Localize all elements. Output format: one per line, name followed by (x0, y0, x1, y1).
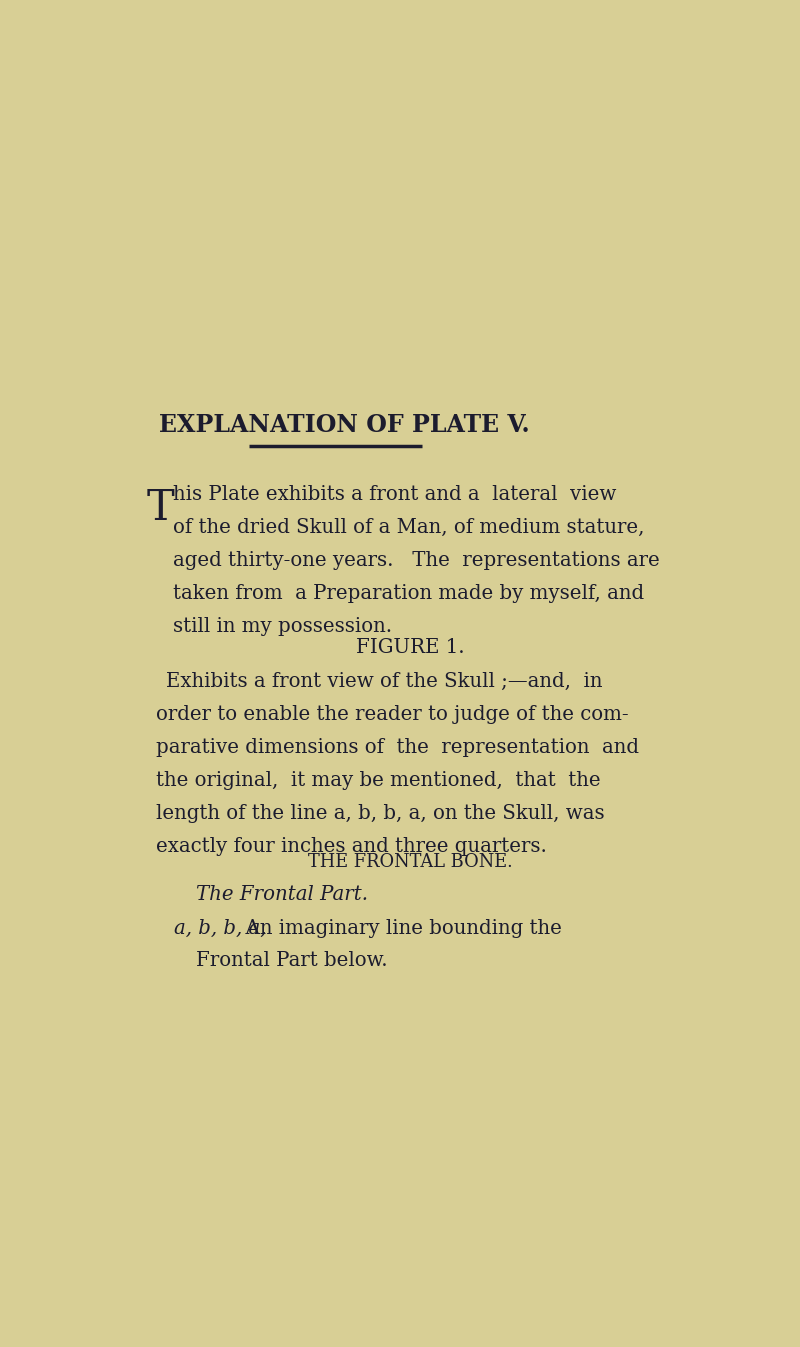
Text: still in my possession.: still in my possession. (173, 617, 392, 636)
Text: T: T (146, 488, 174, 529)
Text: the original,  it may be mentioned,  that  the: the original, it may be mentioned, that … (156, 770, 601, 789)
Text: THE FRONTAL BONE.: THE FRONTAL BONE. (308, 854, 512, 872)
Text: his Plate exhibits a front and a  lateral  view: his Plate exhibits a front and a lateral… (173, 485, 616, 504)
Text: parative dimensions of  the  representation  and: parative dimensions of the representatio… (156, 738, 638, 757)
Text: The Frontal Part.: The Frontal Part. (196, 885, 368, 904)
Text: An imaginary line bounding the: An imaginary line bounding the (234, 919, 562, 938)
Text: Exhibits a front view of the Skull ;—and,  in: Exhibits a front view of the Skull ;—and… (166, 672, 603, 691)
Text: FIGURE 1.: FIGURE 1. (356, 637, 464, 657)
Text: Frontal Part below.: Frontal Part below. (196, 951, 388, 970)
Text: aged thirty-one years.   The  representations are: aged thirty-one years. The representatio… (173, 551, 659, 570)
Text: order to enable the reader to judge of the com-: order to enable the reader to judge of t… (156, 704, 629, 723)
Text: exactly four inches and three quarters.: exactly four inches and three quarters. (156, 836, 546, 855)
Text: length of the line a, b, b, a, on the Skull, was: length of the line a, b, b, a, on the Sk… (156, 804, 605, 823)
Text: taken from  a Preparation made by myself, and: taken from a Preparation made by myself,… (173, 585, 644, 603)
Text: of the dried Skull of a Man, of medium stature,: of the dried Skull of a Man, of medium s… (173, 519, 644, 537)
Text: EXPLANATION OF PLATE V.: EXPLANATION OF PLATE V. (159, 412, 530, 436)
Text: a, b, b, a,: a, b, b, a, (174, 919, 267, 938)
